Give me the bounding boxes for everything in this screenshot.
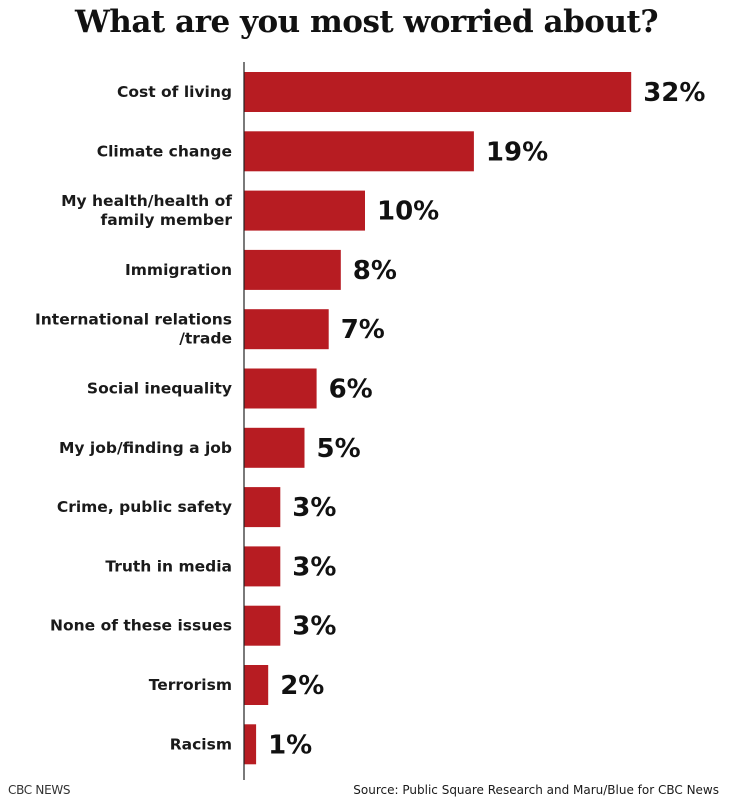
bar [244, 546, 281, 587]
value-label: 1% [268, 730, 312, 760]
bar [244, 72, 632, 112]
value-label: 32% [643, 78, 705, 108]
bar [244, 309, 329, 350]
value-label: 3% [292, 552, 336, 582]
value-label: 3% [292, 493, 336, 523]
category-label: My job/finding a job [59, 439, 232, 457]
bar [244, 487, 281, 528]
category-label: Immigration [125, 261, 232, 279]
chart-title: What are you most worried about? [74, 4, 659, 40]
cbc-news-logo: CBC NEWS [8, 783, 71, 797]
category-label: family member [100, 211, 232, 229]
category-label: Terrorism [149, 676, 232, 694]
source-note: Source: Public Square Research and Maru/… [353, 783, 719, 797]
value-label: 7% [341, 315, 385, 345]
category-label: None of these issues [50, 617, 232, 635]
value-label: 10% [377, 197, 439, 227]
value-label: 19% [486, 137, 548, 167]
category-label: Racism [170, 735, 232, 753]
category-label: /trade [179, 330, 232, 348]
category-label: My health/health of [61, 192, 232, 210]
bar [244, 368, 317, 409]
category-label: Truth in media [105, 557, 232, 575]
bar [244, 190, 365, 231]
bar [244, 605, 281, 646]
category-label: Cost of living [117, 83, 232, 101]
bar [244, 427, 305, 468]
value-label: 3% [292, 612, 336, 642]
value-label: 6% [329, 375, 373, 405]
bar [244, 249, 341, 290]
bar [244, 665, 269, 705]
value-label: 2% [280, 671, 324, 701]
category-label: Social inequality [87, 380, 232, 398]
category-label: International relations [35, 311, 232, 329]
category-label: Climate change [97, 142, 232, 160]
bar [244, 724, 257, 765]
bar [244, 131, 474, 172]
value-label: 5% [317, 434, 361, 464]
value-label: 8% [353, 256, 397, 286]
category-label: Crime, public safety [57, 498, 232, 516]
